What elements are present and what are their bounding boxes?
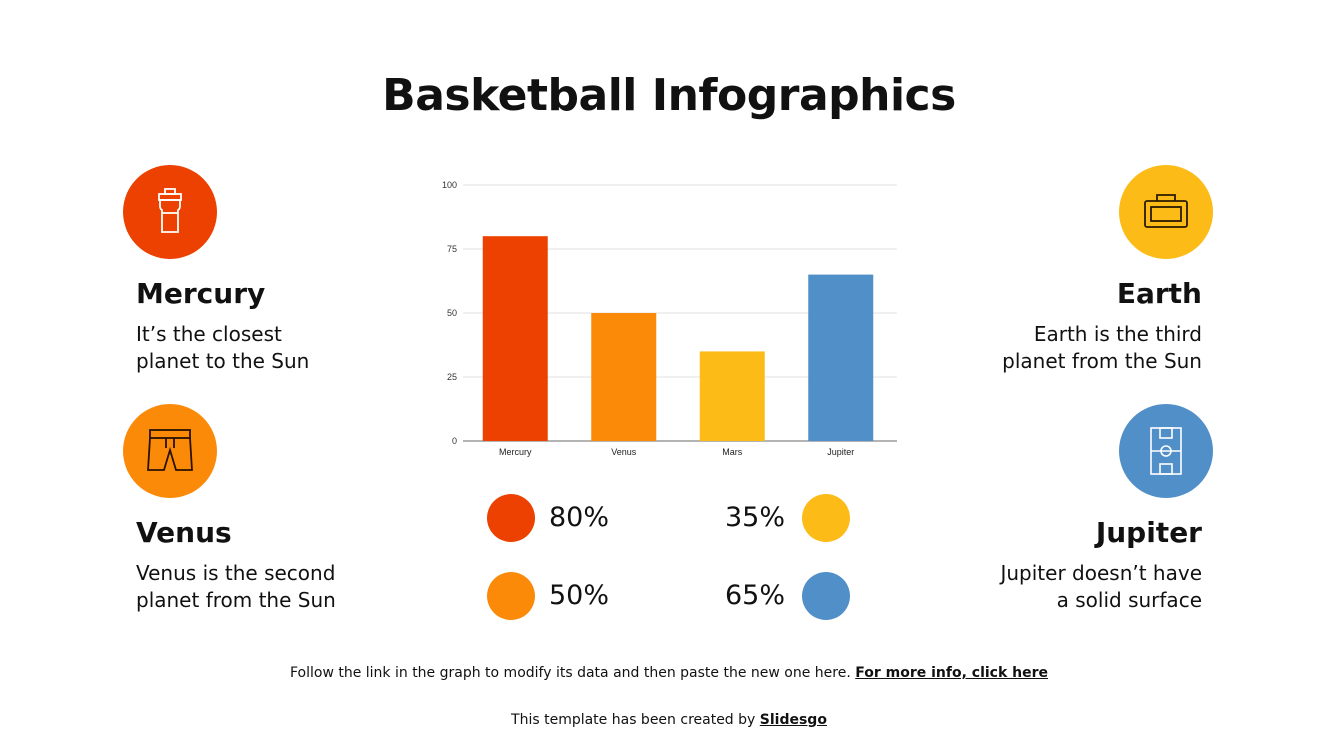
stat-mars: 35%	[725, 502, 786, 533]
y-tick-label: 25	[447, 372, 457, 382]
stat-dot-mercury	[487, 494, 535, 542]
water-bottle-icon	[158, 188, 182, 233]
stat-mercury: 80%	[549, 502, 610, 533]
desc-line: Earth is the third	[1033, 322, 1202, 346]
mercury-desc: It’s the closest planet to the Sun	[136, 321, 309, 375]
x-tick-label: Mercury	[499, 447, 532, 457]
icon-circle-jupiter	[1119, 404, 1213, 498]
x-tick-label: Jupiter	[827, 447, 854, 457]
y-tick-label: 100	[442, 180, 457, 190]
mercury-title: Mercury	[136, 277, 266, 310]
jupiter-title: Jupiter	[1095, 516, 1202, 549]
desc-line: planet from the Sun	[1002, 349, 1202, 373]
earth-desc: Earth is the third planet from the Sun	[1002, 321, 1202, 375]
x-tick-label: Mars	[722, 447, 742, 457]
desc-line: It’s the closest	[136, 322, 282, 346]
y-tick-label: 75	[447, 244, 457, 254]
sports-bag-icon	[1144, 194, 1188, 228]
icon-circle-earth	[1119, 165, 1213, 259]
credit-text: This template has been created by	[511, 712, 760, 728]
jupiter-desc: Jupiter doesn’t have a solid surface	[1000, 560, 1202, 614]
stat-venus: 50%	[549, 580, 610, 611]
stat-jupiter: 65%	[725, 580, 786, 611]
y-tick-label: 50	[447, 308, 457, 318]
bar-jupiter[interactable]	[808, 274, 874, 441]
stat-dot-mars	[802, 494, 850, 542]
icon-circle-mercury	[123, 165, 217, 259]
desc-line: Venus is the second	[136, 561, 336, 585]
shorts-icon	[147, 429, 193, 471]
earth-title: Earth	[1116, 277, 1202, 310]
credit-note: This template has been created by Slides…	[0, 712, 1338, 728]
icon-circle-venus	[123, 404, 217, 498]
stat-dot-venus	[487, 572, 535, 620]
page-title: Basketball Infographics	[382, 70, 956, 121]
footer-text: Follow the link in the graph to modify i…	[289, 665, 856, 681]
bar-venus[interactable]	[591, 313, 657, 441]
y-tick-label: 0	[452, 436, 457, 446]
basketball-court-icon	[1150, 427, 1182, 475]
venus-desc: Venus is the second planet from the Sun	[136, 560, 336, 614]
venus-title: Venus	[136, 516, 232, 549]
bar-mars[interactable]	[699, 351, 765, 441]
more-info-link[interactable]: For more info, click here	[855, 665, 1049, 681]
bar-mercury[interactable]	[482, 236, 548, 441]
bar-chart[interactable]: 0 25 50 75 100 Mercury Venus Mars Jupiter	[0, 0, 1338, 470]
slidesgo-link[interactable]: Slidesgo	[759, 712, 827, 728]
desc-line: planet from the Sun	[136, 588, 336, 612]
desc-line: a solid surface	[1056, 588, 1202, 612]
x-tick-label: Venus	[611, 447, 637, 457]
desc-line: Jupiter doesn’t have	[1000, 561, 1202, 585]
footer-note: Follow the link in the graph to modify i…	[0, 665, 1338, 681]
desc-line: planet to the Sun	[136, 349, 310, 373]
stat-dot-jupiter	[802, 572, 850, 620]
